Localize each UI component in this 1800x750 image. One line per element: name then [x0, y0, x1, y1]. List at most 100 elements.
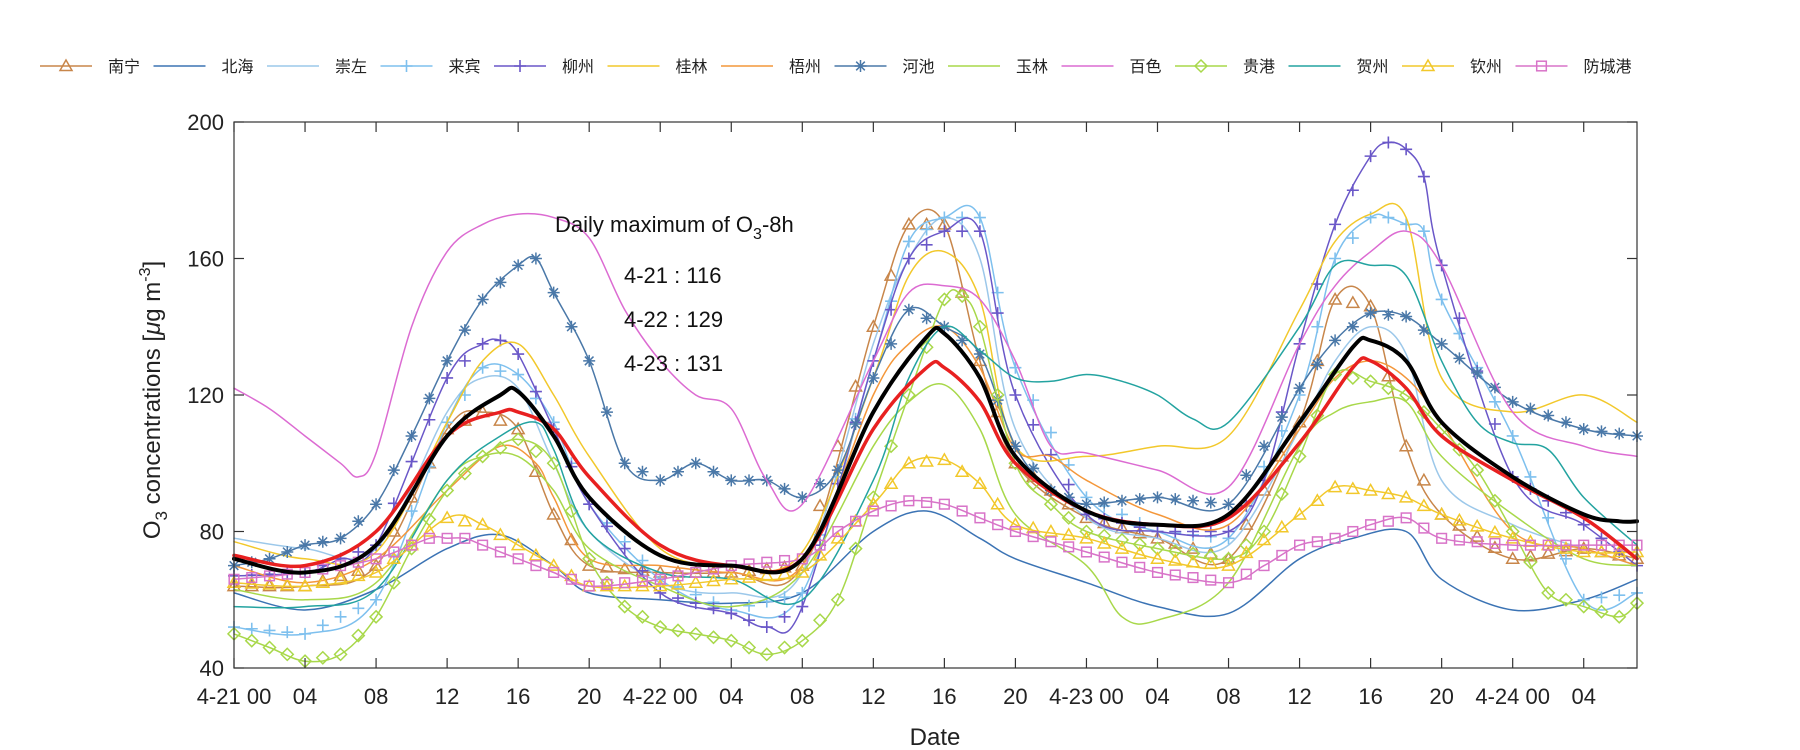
series-10-point-40: [937, 292, 952, 307]
series-0-point-19: [564, 532, 579, 546]
series-12-point-28: [723, 571, 739, 585]
series-7-point-63: [1346, 320, 1359, 333]
series-10-point-56: [1221, 551, 1236, 566]
legend-label-8: 玉林: [1016, 58, 1048, 76]
series-0-point-70: [1469, 529, 1485, 542]
series-12-point-2: [262, 576, 277, 590]
series-9: [233, 212, 1638, 512]
legend-item-4: 柳州: [494, 58, 594, 76]
series-4-point-76: [1577, 518, 1590, 531]
series-13-point-74: [1542, 539, 1554, 551]
series-10-point-35: [848, 541, 863, 556]
series-0-point-18: [546, 506, 561, 520]
series-7-point-37: [885, 337, 898, 350]
series-7-point-55: [1204, 496, 1217, 509]
legend-marker-4: [514, 60, 526, 72]
series-13-point-40: [938, 498, 950, 510]
series-10-point-75: [1558, 592, 1574, 607]
series-13-point-39: [921, 496, 933, 509]
series-12-point-13: [457, 513, 473, 527]
series-10-point-33: [813, 613, 828, 628]
series-4-point-26: [689, 597, 702, 610]
x-tick-label-2: 08: [364, 684, 388, 709]
legend-item-6: 梧州: [721, 58, 821, 76]
x-tick-label-13: 04: [1145, 684, 1169, 709]
series-13-point-17: [530, 560, 542, 572]
series-7-point-58: [1258, 440, 1271, 453]
series-13-point-70: [1471, 536, 1483, 548]
series-7-point-28: [725, 474, 738, 487]
series-12-point-25: [670, 576, 686, 590]
series-0-point-17: [528, 464, 544, 478]
series-7-point-22: [618, 457, 631, 470]
series-12-point-6: [333, 571, 348, 585]
legend-item-7: 河池: [834, 58, 935, 76]
x-tick-label-7: 04: [719, 684, 743, 709]
series-4-point-30: [760, 621, 773, 634]
x-tick-label-10: 16: [932, 684, 956, 709]
series-10-point-29: [741, 640, 757, 655]
legend-label-0: 南宁: [108, 58, 140, 76]
series-10-point-7: [351, 628, 366, 643]
series-7-point-67: [1417, 324, 1430, 337]
series-3-point-77: [1595, 591, 1608, 604]
series-15: [232, 325, 1639, 575]
series-10-point-55: [1203, 549, 1218, 564]
series-12-point-78: [1611, 544, 1627, 558]
series-10-point-70: [1470, 463, 1485, 478]
series-10-point-22: [617, 599, 632, 614]
series-13-point-15: [494, 546, 506, 558]
series-7-point-75: [1559, 416, 1572, 429]
series-10-point-25: [670, 623, 686, 638]
x-tick-label-3: 12: [435, 684, 459, 709]
series-7-point-6: [334, 532, 347, 545]
series-4-point-44: [1009, 389, 1022, 401]
series-4-point-15: [494, 334, 507, 347]
series-0-point-33: [812, 498, 828, 512]
series-12-point-5: [315, 575, 331, 588]
series-12-point-61: [1310, 493, 1325, 507]
series-13-point-71: [1489, 537, 1501, 549]
series-7-point-21: [600, 406, 613, 419]
series-14-line: [232, 356, 1639, 574]
series-7-point-62: [1329, 334, 1342, 347]
series-7-point-31: [778, 482, 791, 495]
series-13-point-30: [761, 556, 773, 568]
legend-label-12: 钦州: [1470, 58, 1502, 76]
series-0-point-71: [1487, 540, 1503, 553]
series-4-point-22: [618, 542, 631, 555]
series-13-point-31: [778, 554, 791, 567]
series-13-point-48: [1080, 546, 1093, 558]
series-13-point-38: [903, 495, 915, 507]
series-12-point-40: [937, 452, 952, 466]
series-3-point-66: [1400, 218, 1413, 231]
series-12-point-27: [706, 573, 721, 587]
series-0-point-35: [848, 378, 863, 392]
series-13-point-41: [956, 505, 968, 517]
series-13-point-51: [1134, 561, 1146, 573]
x-tick-label-18: 4-24 00: [1475, 684, 1550, 709]
series-10-point-23: [635, 609, 650, 624]
series-0-point-1: [244, 578, 260, 592]
series-12-point-14: [475, 517, 490, 530]
series-12-point-16: [510, 537, 526, 551]
series-7-point-20: [583, 354, 596, 367]
series-1: [233, 510, 1638, 618]
series-7-point-24: [654, 474, 667, 487]
series-10-point-5: [315, 650, 330, 665]
series-0-point-22: [617, 561, 633, 575]
series-9-line: [233, 212, 1638, 512]
legend-label-10: 贵港: [1243, 58, 1275, 76]
series-13-point-26: [690, 566, 702, 579]
series-4-point-52: [1151, 525, 1164, 538]
series-6: [233, 325, 1638, 584]
series-12-point-77: [1594, 544, 1609, 558]
series-1-line: [233, 510, 1638, 618]
legend-item-13: 防城港: [1515, 58, 1632, 76]
series-12-point-47: [1061, 527, 1076, 541]
series-12-point-41: [954, 464, 970, 478]
series-3-point-1: [245, 622, 258, 635]
x-tick-label-19: 04: [1571, 684, 1595, 709]
x-tick-label-12: 4-23 00: [1049, 684, 1124, 709]
series-13-point-20: [583, 580, 595, 592]
